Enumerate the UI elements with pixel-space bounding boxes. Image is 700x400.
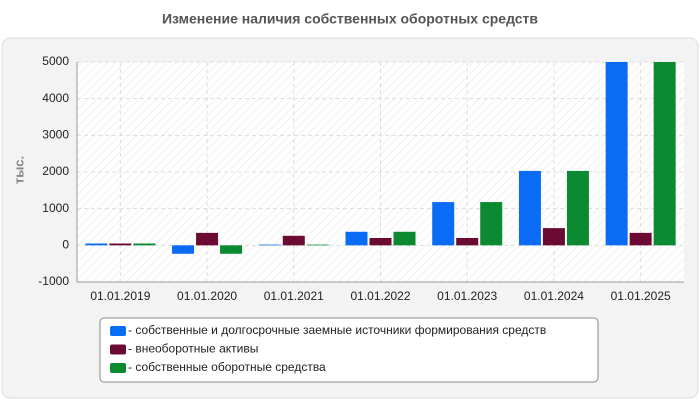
bar: [258, 244, 281, 246]
bar: [133, 243, 156, 246]
x-tick-label: 01.01.2020: [177, 289, 237, 303]
y-tick-label: 2000: [42, 164, 69, 178]
bar: [345, 231, 368, 246]
chart-title: Изменение наличия собственных оборотных …: [162, 11, 538, 27]
legend-swatch: [110, 363, 126, 373]
bar: [432, 202, 455, 246]
y-tick-label: 5000: [42, 54, 69, 68]
bar: [172, 245, 195, 254]
bar: [393, 231, 416, 246]
legend-label: - собственные оборотные средства: [128, 360, 326, 374]
legend: [99, 317, 599, 383]
y-axis-label: тыс.: [11, 156, 26, 184]
bar: [196, 232, 219, 246]
bar: [306, 244, 329, 246]
y-tick-label: 0: [62, 238, 69, 252]
x-tick-label: 01.01.2023: [437, 289, 497, 303]
bar: [109, 243, 132, 246]
y-tick-label: -1000: [38, 274, 69, 288]
legend-swatch: [110, 344, 126, 355]
x-tick-label: 01.01.2019: [90, 289, 150, 303]
bar: [220, 245, 243, 254]
y-tick-label: 1000: [42, 201, 69, 215]
bar: [282, 235, 305, 246]
x-tick-label: 01.01.2024: [524, 289, 584, 303]
bar: [480, 202, 503, 246]
bar: [605, 62, 628, 246]
bar: [653, 62, 676, 246]
legend-label: - собственные и долгосрочные заемные ист…: [128, 323, 546, 337]
bar: [85, 243, 108, 246]
legend-swatch: [110, 326, 126, 336]
legend-label: - внеоборотные активы: [128, 342, 258, 356]
bar: [369, 238, 392, 246]
bar: [518, 170, 541, 246]
y-tick-label: 3000: [42, 128, 69, 142]
y-tick-label: 4000: [42, 91, 69, 105]
x-tick-label: 01.01.2025: [611, 289, 671, 303]
bar: [456, 238, 479, 246]
bar: [629, 232, 652, 246]
bar: [542, 228, 565, 246]
x-tick-label: 01.01.2022: [350, 289, 410, 303]
x-tick-label: 01.01.2021: [264, 289, 324, 303]
bar: [566, 170, 589, 246]
